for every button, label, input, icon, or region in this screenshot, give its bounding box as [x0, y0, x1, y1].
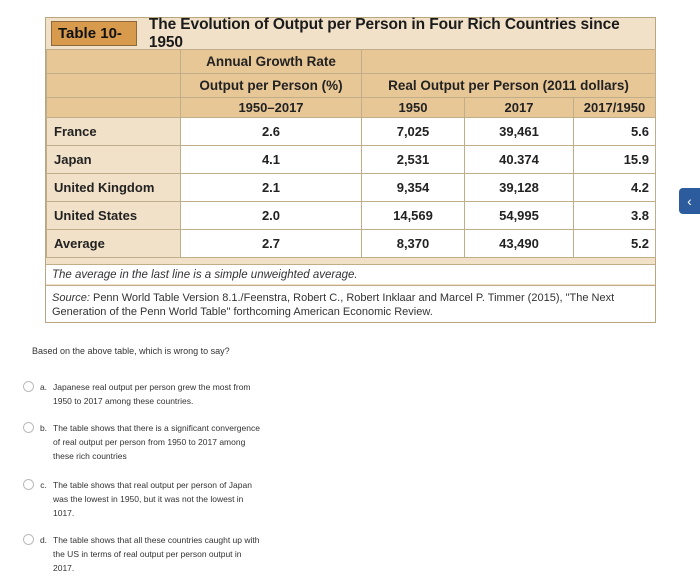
growth-header-line1: Annual Growth Rate	[180, 49, 362, 74]
row-1950: 7,025	[361, 117, 465, 146]
question-box: Based on the above table, which is wrong…	[23, 336, 274, 582]
row-1950: 8,370	[361, 229, 465, 258]
option-letter: c.	[40, 480, 47, 490]
row-2017: 54,995	[464, 201, 574, 230]
option-a[interactable]: a. Japanese real output per person grew …	[23, 380, 263, 408]
row-ratio: 5.2	[572, 229, 657, 258]
row-country: France	[46, 117, 181, 146]
chevron-left-icon: ‹	[687, 193, 692, 209]
row-country: Japan	[46, 145, 181, 174]
option-text: The table shows that there is a signific…	[53, 423, 260, 461]
option-b[interactable]: b. The table shows that there is a signi…	[23, 421, 263, 463]
row-country: United Kingdom	[46, 173, 181, 202]
option-c[interactable]: c. The table shows that real output per …	[23, 478, 263, 520]
radio-d[interactable]	[23, 534, 34, 545]
row-2017: 39,461	[464, 117, 574, 146]
row-ratio: 4.2	[572, 173, 657, 202]
option-letter: b.	[39, 423, 48, 433]
radio-a[interactable]	[23, 381, 34, 392]
growth-period-header: 1950–2017	[180, 97, 362, 118]
table-title-row: Table 10-1 The Evolution of Output per P…	[46, 15, 655, 65]
table-row: France 2.6 7,025 39,461 5.6	[46, 117, 657, 146]
option-text: The table shows that all these countries…	[53, 535, 260, 573]
row-growth: 2.6	[180, 117, 362, 146]
source-text: Penn World Table Version 8.1./Feenstra, …	[52, 292, 615, 318]
option-letter: a.	[39, 382, 48, 392]
table-title: The Evolution of Output per Person in Fo…	[148, 15, 620, 51]
col-1950-header: 1950	[361, 97, 465, 118]
radio-c[interactable]	[23, 479, 34, 490]
row-ratio: 3.8	[572, 201, 657, 230]
col-2017-header: 2017	[464, 97, 574, 118]
source-label: Source:	[52, 292, 90, 304]
table-tag: Table 10-1	[51, 21, 137, 65]
collapse-panel-button[interactable]: ‹	[679, 188, 700, 214]
table-note: The average in the last line is a simple…	[46, 264, 655, 284]
radio-b[interactable]	[23, 422, 34, 433]
table-row: Japan 4.1 2,531 40.374 15.9	[46, 145, 657, 174]
question-prompt: Based on the above table, which is wrong…	[32, 346, 230, 356]
row-ratio: 15.9	[572, 145, 657, 174]
table-row: United Kingdom 2.1 9,354 39,128 4.2	[46, 173, 657, 202]
row-growth: 4.1	[180, 145, 362, 174]
row-growth: 2.1	[180, 173, 362, 202]
table-figure: Table 10-1 The Evolution of Output per P…	[45, 15, 657, 323]
table-source: Source: Penn World Table Version 8.1./Fe…	[46, 285, 655, 322]
row-1950: 9,354	[361, 173, 465, 202]
row-growth: 2.0	[180, 201, 362, 230]
option-text: The table shows that real output per per…	[53, 480, 252, 518]
row-country: Average	[46, 229, 181, 258]
growth-header-line2: Output per Person (%)	[180, 73, 362, 98]
option-text: Japanese real output per person grew the…	[53, 382, 251, 406]
table-row-average: Average 2.7 8,370 43,490 5.2	[46, 229, 657, 258]
option-letter: d.	[39, 535, 48, 545]
row-growth: 2.7	[180, 229, 362, 258]
data-table: Annual Growth Rate Output per Person (%)…	[46, 49, 657, 258]
row-2017: 40.374	[464, 145, 574, 174]
row-1950: 14,569	[361, 201, 465, 230]
row-2017: 39,128	[464, 173, 574, 202]
row-1950: 2,531	[361, 145, 465, 174]
option-d[interactable]: d. The table shows that all these countr…	[23, 533, 263, 575]
real-output-header: Real Output per Person (2011 dollars)	[360, 73, 657, 98]
row-country: United States	[46, 201, 181, 230]
row-ratio: 5.6	[572, 117, 657, 146]
col-ratio-header: 2017/1950	[572, 97, 657, 118]
row-2017: 43,490	[464, 229, 574, 258]
table-row: United States 2.0 14,569 54,995 3.8	[46, 201, 657, 230]
